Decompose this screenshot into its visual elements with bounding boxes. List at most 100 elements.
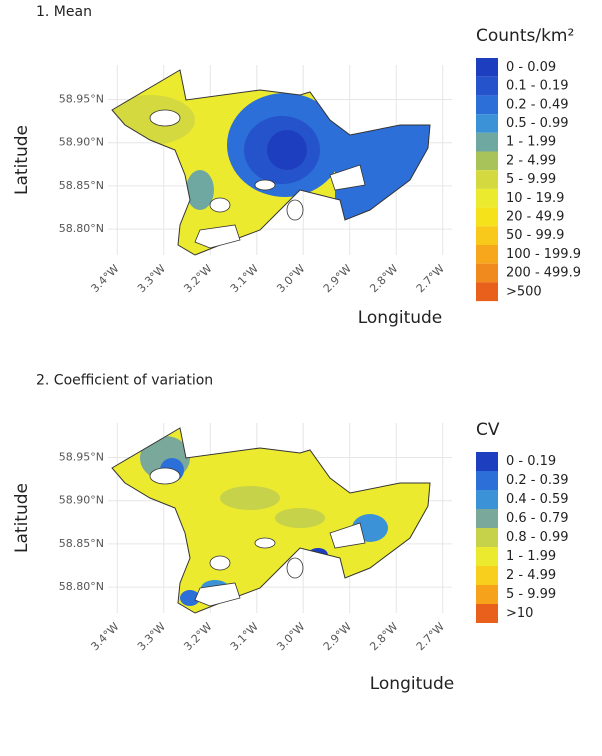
y-axis-label: Latitude xyxy=(12,125,32,195)
legend-label: 5 - 9.99 xyxy=(506,172,556,187)
island xyxy=(254,537,276,549)
y-tick-label: 58.85°N xyxy=(59,179,104,192)
legend-label: 0.2 - 0.49 xyxy=(506,97,569,112)
raster-cell xyxy=(220,486,280,510)
island xyxy=(286,199,304,221)
legend-label: 1 - 1.99 xyxy=(506,549,556,564)
legend-swatch xyxy=(476,509,498,528)
y-tick-label: 58.80°N xyxy=(59,222,104,235)
panel-title: 1. Mean xyxy=(36,4,92,20)
legend-label: 200 - 499.9 xyxy=(506,266,581,281)
legend-label: 0.6 - 0.79 xyxy=(506,511,569,526)
y-tick-label: 58.95°N xyxy=(59,451,104,464)
x-tick-label: 3.2°W xyxy=(181,620,214,653)
legend-swatch xyxy=(476,151,498,171)
x-tick-label: 2.9°W xyxy=(321,620,354,653)
legend-label: 0.1 - 0.19 xyxy=(506,79,569,94)
legend-label: 100 - 199.9 xyxy=(506,247,581,262)
island xyxy=(286,557,304,579)
legend-swatch xyxy=(476,471,498,490)
x-tick-label: 2.8°W xyxy=(367,620,400,653)
legend-swatch xyxy=(476,132,498,152)
island xyxy=(194,582,241,607)
x-tick-label: 2.8°W xyxy=(367,262,400,295)
legend-label: 0 - 0.19 xyxy=(506,454,556,469)
legend-swatch xyxy=(476,547,498,566)
map-panel-2 xyxy=(111,427,431,614)
raster-cell xyxy=(180,590,200,606)
x-tick-label: 2.7°W xyxy=(414,620,447,653)
raster-cell xyxy=(308,548,328,562)
island xyxy=(209,555,231,571)
y-tick-label: 58.95°N xyxy=(59,93,104,106)
x-axis-label: Longitude xyxy=(358,308,443,328)
y-tick-label: 58.90°N xyxy=(59,494,104,507)
x-tick-label: 3.3°W xyxy=(135,620,168,653)
raster-cell xyxy=(186,170,214,210)
legend-swatch xyxy=(476,585,498,604)
legend-swatch xyxy=(476,566,498,585)
legend-label: >10 xyxy=(506,606,533,621)
x-tick-label: 3.0°W xyxy=(274,620,307,653)
legend-swatch xyxy=(476,170,498,189)
legend-label: 0.5 - 0.99 xyxy=(506,116,569,131)
map-panel-1 xyxy=(111,69,431,256)
legend-label: 0.2 - 0.39 xyxy=(506,473,569,488)
legend-label: 2 - 4.99 xyxy=(506,153,556,168)
legend-label: >500 xyxy=(506,284,542,299)
legend-title: CV xyxy=(476,420,500,440)
legend-label: 0.4 - 0.59 xyxy=(506,492,569,507)
panel-title: 2. Coefficient of variation xyxy=(36,373,213,389)
x-tick-label: 3.4°W xyxy=(88,262,121,295)
legend-label: 1 - 1.99 xyxy=(506,135,556,150)
raster-cell xyxy=(267,130,307,170)
legend-title: Counts/km² xyxy=(476,26,574,46)
legend-swatch xyxy=(476,490,498,509)
legend-swatch xyxy=(476,263,498,283)
raster xyxy=(112,428,430,613)
legend-swatch xyxy=(476,604,498,623)
legend-label: 2 - 4.99 xyxy=(506,568,556,583)
legend-label: 0.8 - 0.99 xyxy=(506,530,569,545)
legend-swatch xyxy=(476,188,498,208)
y-axis-label: Latitude xyxy=(12,483,32,553)
coastline xyxy=(111,427,431,614)
x-tick-label: 2.7°W xyxy=(414,262,447,295)
island xyxy=(254,179,276,191)
legend-swatch xyxy=(476,114,498,133)
x-tick-label: 3.1°W xyxy=(228,620,261,653)
coastline xyxy=(111,69,431,256)
island xyxy=(329,164,366,191)
legend-label: 50 - 99.9 xyxy=(506,228,564,243)
legend-swatch xyxy=(476,226,498,245)
x-tick-label: 3.1°W xyxy=(228,262,261,295)
raster xyxy=(112,70,430,255)
legend-swatch xyxy=(476,452,498,471)
x-tick-label: 2.9°W xyxy=(321,262,354,295)
legend-label: 20 - 49.9 xyxy=(506,209,564,224)
island xyxy=(194,224,241,249)
x-tick-label: 3.0°W xyxy=(274,262,307,295)
island xyxy=(329,522,366,549)
legend-swatch xyxy=(476,76,498,96)
raster-cell xyxy=(112,95,195,145)
island xyxy=(149,109,181,127)
legend-swatch xyxy=(476,528,498,547)
legend-swatch xyxy=(476,282,498,302)
x-tick-label: 3.3°W xyxy=(135,262,168,295)
x-axis-label: Longitude xyxy=(370,674,455,694)
x-tick-label: 3.4°W xyxy=(88,620,121,653)
raster-cell xyxy=(335,120,430,225)
y-tick-label: 58.80°N xyxy=(59,580,104,593)
legend-swatch xyxy=(476,245,498,264)
legend-label: 0 - 0.09 xyxy=(506,60,556,75)
legend-swatch xyxy=(476,207,498,227)
legend-swatch xyxy=(476,95,498,115)
legend-swatch xyxy=(476,58,498,77)
y-tick-label: 58.85°N xyxy=(59,537,104,550)
y-tick-label: 58.90°N xyxy=(59,136,104,149)
island xyxy=(149,467,181,485)
